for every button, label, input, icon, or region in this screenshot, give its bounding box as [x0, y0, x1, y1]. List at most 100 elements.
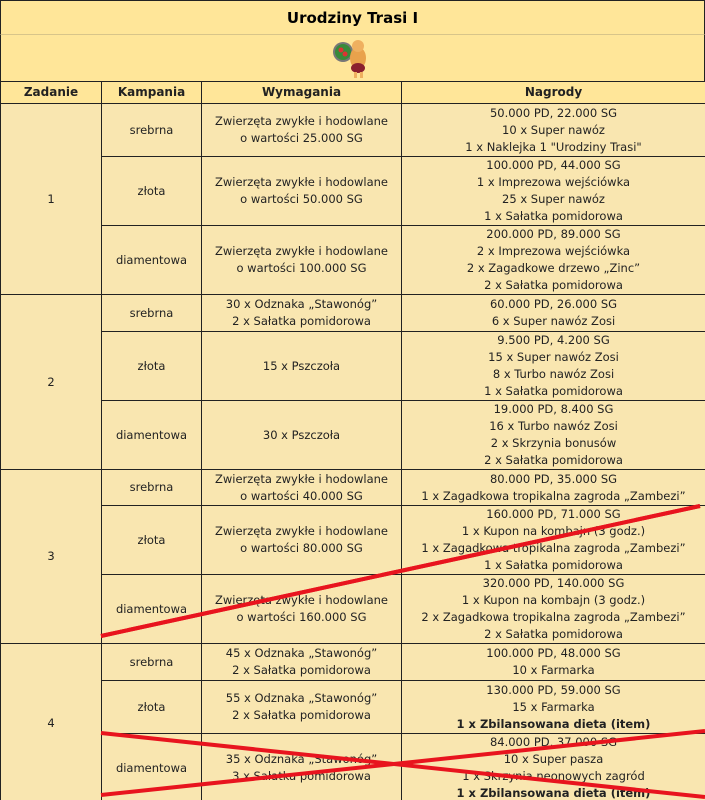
requirement-line: Zwierzęta zwykłe i hodowlane: [214, 593, 389, 607]
requirement-line: o wartości 50.000 SG: [240, 192, 363, 206]
reward-line: 25 x Super nawóz: [502, 192, 605, 206]
reward-line: 2 x Sałatka pomidorowa: [484, 278, 623, 292]
requirements-cell: Zwierzęta zwykłe i hodowlane o wartości 4…: [201, 469, 402, 506]
requirements-cell: 30 x Pszczoła: [201, 400, 402, 470]
reward-line: 9.500 PD, 4.200 SG: [497, 333, 610, 347]
rewards-cell: 130.000 PD, 59.000 SG 15 x Farmarka 1 x Zb…: [401, 680, 705, 734]
table-row: złota Zwierzęta zwykłe i hodowlane o warto…: [1, 156, 705, 226]
requirements-cell: 35 x Odznaka „Stawonóg” 3 x Sałatka pomid…: [201, 733, 402, 800]
reward-line: 1 x Zagadkowa tropikalna zagroda „Zambez…: [421, 541, 686, 555]
task-number: 4: [0, 643, 102, 800]
rewards-cell: 320.000 PD, 140.000 SG 1 x Kupon na komba…: [401, 574, 705, 644]
table-row: diamentowa Zwierzęta zwykłe i hodowlane o …: [1, 574, 705, 644]
requirements-cell: 45 x Odznaka „Stawonóg” 2 x Sałatka pomid…: [201, 643, 402, 681]
rewards-cell: 160.000 PD, 71.000 SG 1 x Kupon na kombaj…: [401, 505, 705, 575]
requirement-line: 55 x Odznaka „Stawonóg”: [225, 691, 378, 705]
campaign-cell: złota: [101, 331, 202, 401]
reward-line: 100.000 PD, 48.000 SG: [486, 646, 621, 660]
reward-line: 200.000 PD, 89.000 SG: [486, 227, 621, 241]
reward-line: 10 x Farmarka: [512, 663, 595, 677]
table-row: złota 15 x Pszczoła 9.500 PD, 4.200 SG 15 x…: [1, 331, 705, 401]
reward-line: 320.000 PD, 140.000 SG: [482, 576, 625, 590]
requirements-cell: Zwierzęta zwykłe i hodowlane o wartości 2…: [201, 103, 402, 157]
reward-line: 19.000 PD, 8.400 SG: [493, 402, 614, 416]
requirement-line: 30 x Pszczoła: [262, 427, 341, 442]
rewards-cell: 200.000 PD, 89.000 SG 2 x Imprezowa wejśc…: [401, 225, 705, 295]
page-title: Urodziny Trasi I: [0, 0, 705, 35]
requirement-line: Zwierzęta zwykłe i hodowlane: [214, 524, 389, 538]
mascot-banner: [0, 35, 705, 81]
requirements-cell: 30 x Odznaka „Stawonóg” 2 x Sałatka pomid…: [201, 294, 402, 332]
requirement-line: o wartości 100.000 SG: [236, 261, 367, 275]
reward-line: 100.000 PD, 44.000 SG: [486, 158, 621, 172]
reward-line: 2 x Imprezowa wejściówka: [476, 244, 631, 258]
reward-line: 1 x Sałatka pomidorowa: [484, 384, 623, 398]
reward-line: 2 x Skrzynia bonusów: [490, 436, 617, 450]
requirement-line: o wartości 160.000 SG: [236, 610, 367, 624]
reward-line: 84.000 PD, 37.000 SG: [489, 735, 618, 749]
rewards-cell: 19.000 PD, 8.400 SG 16 x Turbo nawóz Zosi…: [401, 400, 705, 470]
requirement-line: 2 x Sałatka pomidorowa: [232, 663, 371, 677]
campaign-cell: diamentowa: [101, 225, 202, 295]
table-header-row: Zadanie Kampania Wymagania Nagrody: [0, 81, 705, 104]
reward-line: 50.000 PD, 22.000 SG: [489, 105, 618, 120]
table-row: diamentowa 35 x Odznaka „Stawonóg” 3 x Sał…: [1, 733, 705, 800]
requirement-line: o wartości 80.000 SG: [240, 541, 363, 555]
reward-line: 2 x Sałatka pomidorowa: [484, 627, 623, 641]
requirement-line: Zwierzęta zwykłe i hodowlane: [214, 244, 389, 258]
campaign-cell: srebrna: [101, 469, 202, 506]
requirement-line: 45 x Odznaka „Stawonóg”: [225, 646, 378, 660]
reward-line: 15 x Super nawóz Zosi: [488, 350, 619, 364]
reward-line: 80.000 PD, 35.000 SG: [489, 471, 618, 486]
rewards-cell: 50.000 PD, 22.000 SG 10 x Super nawóz 1 x …: [401, 103, 705, 157]
reward-line: 2 x Sałatka pomidorowa: [484, 453, 623, 467]
bold-reward-line: 1 x Zbilansowana dieta (item): [456, 786, 651, 800]
requirement-line: 30 x Odznaka „Stawonóg”: [225, 297, 378, 311]
table-row: złota 55 x Odznaka „Stawonóg” 2 x Sałatka …: [1, 680, 705, 734]
reward-line: 1 x Sałatka pomidorowa: [484, 209, 623, 223]
reward-line: 160.000 PD, 71.000 SG: [486, 507, 621, 521]
rewards-cell: 84.000 PD, 37.000 SG 10 x Super pasza 1 x …: [401, 733, 705, 800]
reward-line: 8 x Turbo nawóz Zosi: [492, 367, 615, 381]
requirements-cell: 15 x Pszczoła: [201, 331, 402, 401]
reward-line: 1 x Kupon na kombajn (3 godz.): [461, 524, 646, 538]
requirement-line: 15 x Pszczoła: [262, 358, 341, 373]
rewards-cell: 9.500 PD, 4.200 SG 15 x Super nawóz Zosi 8…: [401, 331, 705, 401]
table-row: diamentowa Zwierzęta zwykłe i hodowlane o …: [1, 225, 705, 295]
task-number: 2: [0, 294, 102, 470]
task-number: 3: [0, 469, 102, 644]
campaign-cell: srebrna: [101, 643, 202, 681]
reward-line: 2 x Zagadkowe drzewo „Zinc”: [466, 261, 641, 275]
table-row: 2 srebrna 30 x Odznaka „Stawonóg” 2 x Sałat…: [0, 294, 705, 470]
campaign-cell: diamentowa: [101, 733, 202, 800]
reward-line: 10 x Super pasza: [503, 752, 604, 766]
requirement-line: 3 x Sałatka pomidorowa: [232, 769, 371, 783]
requirement-line: Zwierzęta zwykłe i hodowlane: [214, 175, 389, 189]
requirements-cell: Zwierzęta zwykłe i hodowlane o wartości 1…: [201, 225, 402, 295]
reward-line: 1 x Skrzynia neonowych zagród: [462, 769, 645, 783]
requirement-line: Zwierzęta zwykłe i hodowlane: [214, 114, 389, 128]
reward-line: 1 x Kupon na kombajn (3 godz.): [461, 593, 646, 607]
campaign-cell: srebrna: [101, 103, 202, 157]
requirements-cell: Zwierzęta zwykłe i hodowlane o wartości 1…: [201, 574, 402, 644]
campaign-cell: złota: [101, 156, 202, 226]
rewards-cell: 100.000 PD, 48.000 SG 10 x Farmarka: [401, 643, 705, 681]
requirements-cell: Zwierzęta zwykłe i hodowlane o wartości 5…: [201, 156, 402, 226]
campaign-cell: diamentowa: [101, 400, 202, 470]
reward-line: 1 x Imprezowa wejściówka: [476, 175, 631, 189]
header-zadanie: Zadanie: [0, 81, 102, 104]
requirements-cell: 55 x Odznaka „Stawonóg” 2 x Sałatka pomid…: [201, 680, 402, 734]
requirement-line: 35 x Odznaka „Stawonóg”: [225, 752, 378, 766]
reward-line: 130.000 PD, 59.000 SG: [486, 682, 621, 697]
header-kampania: Kampania: [101, 81, 202, 104]
rewards-cell: 60.000 PD, 26.000 SG 6 x Super nawóz Zosi: [401, 294, 705, 332]
rewards-cell: 80.000 PD, 35.000 SG 1 x Zagadkowa tropik…: [401, 469, 705, 506]
reward-line: 15 x Farmarka: [512, 699, 595, 714]
table-row: 1 srebrna Zwierzęta zwykłe i hodowlane o wa…: [0, 103, 705, 295]
reward-line: 1 x Sałatka pomidorowa: [484, 558, 623, 572]
table-row: 4 srebrna 45 x Odznaka „Stawonóg” 2 x Sałat…: [0, 643, 705, 800]
requirement-line: o wartości 40.000 SG: [240, 488, 363, 503]
campaign-cell: złota: [101, 505, 202, 575]
table-row: 3 srebrna Zwierzęta zwykłe i hodowlane o wa…: [0, 469, 705, 644]
quest-table: Zadanie Kampania Wymagania Nagrody 1 sreb…: [0, 81, 705, 800]
